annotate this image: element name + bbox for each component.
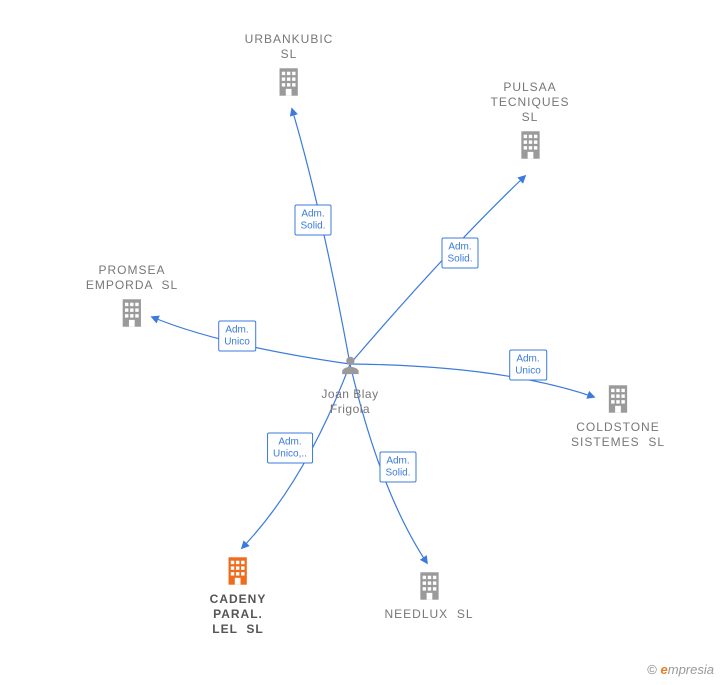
node-coldstone[interactable]: COLDSTONE SISTEMES SL — [571, 383, 665, 454]
node-promsea[interactable]: PROMSEA EMPORDA SL — [86, 263, 178, 334]
edge-label-coldstone: Adm. Unico — [509, 350, 547, 381]
diagram-canvas: URBANKUBIC SL PULSAA TECNIQUES SL — [0, 0, 728, 685]
building-icon — [415, 570, 443, 602]
building-icon — [224, 555, 252, 587]
building-icon — [275, 66, 303, 98]
copyright-symbol: © — [647, 662, 657, 677]
edge-label-needlux: Adm. Solid. — [379, 452, 416, 483]
edges-layer — [0, 0, 728, 685]
node-pulsaa[interactable]: PULSAA TECNIQUES SL — [490, 80, 569, 166]
edge-label-urbankubic: Adm. Solid. — [294, 205, 331, 236]
node-label: PROMSEA EMPORDA SL — [86, 263, 178, 293]
node-cadeny[interactable]: CADENY PARAL. LEL SL — [210, 555, 267, 641]
edge-to-urbankubic — [292, 109, 350, 364]
brand-first-letter: e — [661, 662, 668, 677]
node-label: NEEDLUX SL — [384, 607, 473, 622]
person-icon — [339, 352, 361, 378]
edge-label-cadeny: Adm. Unico,.. — [267, 433, 313, 464]
edge-label-pulsaa: Adm. Solid. — [441, 238, 478, 269]
brand-rest: mpresia — [668, 662, 714, 677]
node-label: CADENY PARAL. LEL SL — [210, 592, 267, 637]
building-icon — [604, 383, 632, 415]
building-icon — [118, 297, 146, 329]
edge-to-coldstone — [350, 364, 594, 397]
edge-to-pulsaa — [350, 176, 525, 364]
node-needlux[interactable]: NEEDLUX SL — [384, 570, 473, 626]
node-label: URBANKUBIC SL — [245, 32, 334, 62]
node-label: PULSAA TECNIQUES SL — [490, 80, 569, 125]
footer-branding: © empresia — [647, 662, 714, 677]
node-urbankubic[interactable]: URBANKUBIC SL — [245, 32, 334, 103]
building-icon — [516, 129, 544, 161]
node-label: COLDSTONE SISTEMES SL — [571, 420, 665, 450]
edge-label-promsea: Adm. Unico — [218, 321, 256, 352]
center-label: Joan Blay Frigola — [321, 387, 378, 417]
center-node-joan-blay: Joan Blay Frigola — [321, 352, 378, 417]
